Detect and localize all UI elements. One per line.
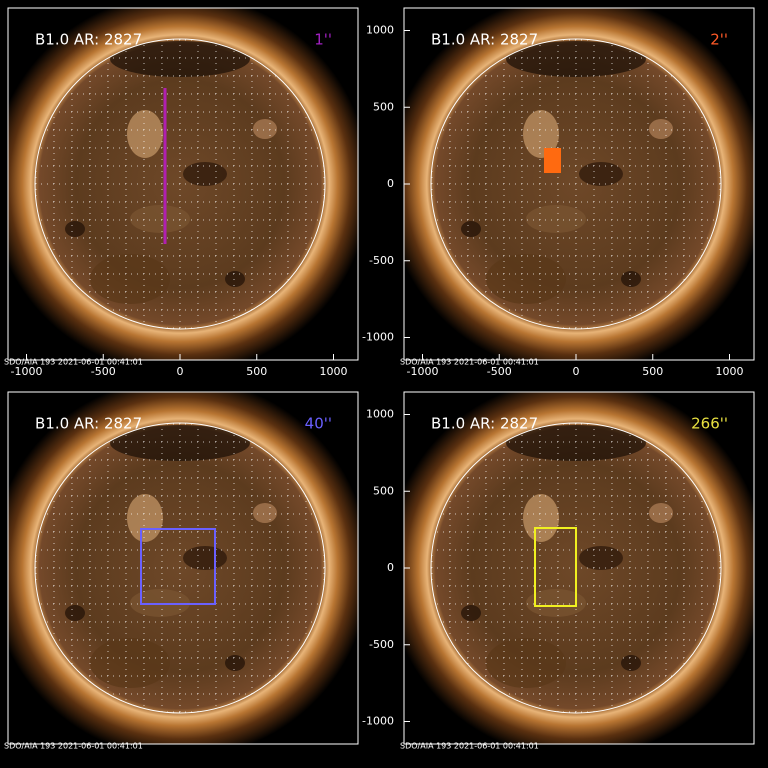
panel-title: B1.0 AR: 2827 — [431, 31, 538, 49]
disk-region — [90, 254, 170, 304]
aperture-label: 2'' — [710, 31, 728, 49]
disk-region — [526, 589, 586, 617]
limb — [430, 422, 722, 714]
disk-region — [649, 119, 673, 139]
aperture-overlay — [534, 527, 577, 607]
disk-region — [621, 271, 641, 287]
aperture-label: 266'' — [691, 415, 728, 433]
aperture-label: 1'' — [314, 31, 332, 49]
disk-region — [225, 655, 245, 671]
limb — [34, 422, 326, 714]
x-tick-label: -500 — [487, 365, 512, 378]
x-tick-label: -1000 — [407, 365, 439, 378]
frame — [7, 391, 359, 745]
y-tick-label: 1000 — [366, 24, 394, 37]
x-tick-label: 1000 — [320, 365, 348, 378]
panel-title: B1.0 AR: 2827 — [431, 415, 538, 433]
disk-region — [649, 503, 673, 523]
y-tick-label: -1000 — [362, 715, 394, 728]
limb — [430, 38, 722, 330]
panel — [8, 8, 358, 360]
disk-region — [523, 494, 559, 542]
disk-region — [621, 655, 641, 671]
disk-region — [253, 119, 277, 139]
x-tick-label: 1000 — [716, 365, 744, 378]
disk-region — [110, 41, 250, 77]
frame — [7, 7, 359, 361]
y-tick-label: 1000 — [366, 408, 394, 421]
y-tick-label: 0 — [387, 561, 394, 574]
footer: SDO/AIA 193 2021-06-01 00:41:01 — [400, 742, 539, 751]
disk-region — [183, 162, 227, 186]
y-tick-label: 0 — [387, 177, 394, 190]
disk-region — [127, 110, 163, 158]
disk-region — [579, 546, 623, 570]
disk-region — [253, 503, 277, 523]
y-tick-label: -500 — [369, 638, 394, 651]
disk-region — [579, 162, 623, 186]
panel — [8, 392, 358, 744]
disk-region — [506, 425, 646, 461]
disk-region — [65, 221, 85, 237]
disk-region — [526, 205, 586, 233]
panel-title: B1.0 AR: 2827 — [35, 31, 142, 49]
footer: SDO/AIA 193 2021-06-01 00:41:01 — [4, 742, 143, 751]
footer: SDO/AIA 193 2021-06-01 00:41:01 — [4, 358, 143, 367]
y-tick-label: -500 — [369, 254, 394, 267]
x-tick-label: 500 — [246, 365, 267, 378]
disk-region — [110, 425, 250, 461]
disk-region — [225, 271, 245, 287]
disk-region — [486, 254, 566, 304]
disk-features — [35, 423, 325, 713]
disk-region — [130, 205, 190, 233]
x-tick-label: -500 — [91, 365, 116, 378]
panel — [404, 8, 754, 360]
disk-region — [90, 638, 170, 688]
disk-region — [486, 638, 566, 688]
disk-region — [127, 494, 163, 542]
disk-region — [183, 546, 227, 570]
y-tick-label: 500 — [373, 484, 394, 497]
y-tick-label: 500 — [373, 100, 394, 113]
aperture-overlay — [544, 148, 561, 173]
limb — [34, 38, 326, 330]
footer: SDO/AIA 193 2021-06-01 00:41:01 — [400, 358, 539, 367]
disk-region — [506, 41, 646, 77]
disk-region — [523, 110, 559, 158]
disk-region — [461, 221, 481, 237]
x-tick-label: 500 — [642, 365, 663, 378]
aperture-label: 40'' — [305, 415, 332, 433]
panel — [404, 392, 754, 744]
panel-title: B1.0 AR: 2827 — [35, 415, 142, 433]
disk-region — [65, 605, 85, 621]
disk-region — [461, 605, 481, 621]
y-tick-label: -1000 — [362, 331, 394, 344]
aperture-overlay — [140, 528, 216, 605]
x-tick-label: 0 — [573, 365, 580, 378]
x-tick-label: 0 — [177, 365, 184, 378]
x-tick-label: -1000 — [11, 365, 43, 378]
